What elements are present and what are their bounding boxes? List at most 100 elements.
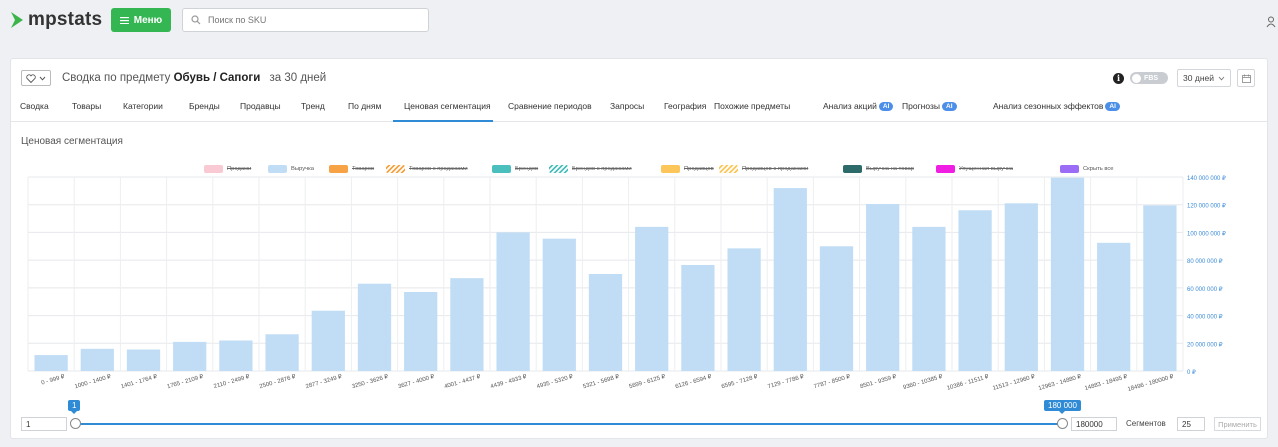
y-tick-label: 0 ₽ [1187,369,1196,376]
legend-item[interactable]: Скрыть все [1060,164,1114,174]
tab-item[interactable]: Анализ акций AI [823,101,894,112]
legend-label: Брендов с продажами [572,166,632,172]
tab-item[interactable]: Категории [123,101,163,111]
ai-badge: AI [942,102,957,112]
x-tick-label: 1765 - 2109 ₽ [166,373,204,390]
apply-button[interactable]: Применить [1214,417,1261,431]
active-tab-indicator [393,120,493,122]
tab-item[interactable]: География [664,101,706,111]
fbs-toggle[interactable]: FBS [1130,72,1169,84]
tab-bar: Сводка Товары Категории Бренды Продавцы Тренд… [11,96,1267,122]
tab-item[interactable]: Анализ сезонных эффектов AI [993,101,1120,112]
min-price-input[interactable]: 1 [21,417,67,431]
legend-item[interactable]: Продавцов [661,164,714,174]
bar [635,226,669,371]
legend-swatch [204,165,223,173]
range-slider: 1 1 180 000 180000 Сегментов 25 Применит… [11,400,1267,435]
tab-label: Запросы [610,101,645,111]
tab-label: Категории [123,101,163,111]
y-tick-label: 140 000 000 ₽ [1187,175,1226,182]
legend-item[interactable]: Брендов с продажами [549,164,632,174]
tab-item[interactable]: Продавцы [240,101,281,111]
tab-label: Похожие предметы [714,101,791,111]
title-prefix: Сводка по предмету [62,72,171,84]
user-icon[interactable] [1266,16,1276,28]
slider-max-handle[interactable] [1057,418,1068,429]
x-tick-label: 2110 - 2499 ₽ [213,373,251,390]
favorite-button[interactable] [21,70,51,86]
bar [773,188,807,371]
bar [1143,205,1177,371]
y-tick-label: 80 000 000 ₽ [1187,258,1223,265]
tab-item[interactable]: Запросы [610,101,644,111]
legend-item[interactable]: Продавцов с продажами [719,164,808,174]
tab-item[interactable]: Бренды [189,101,220,111]
slider-max-tooltip: 180 000 [1044,400,1081,414]
menu-button[interactable]: Меню [111,8,171,32]
x-tick-label: 1401 - 1764 ₽ [120,373,158,390]
segments-input[interactable]: 25 [1177,417,1205,431]
legend-swatch [329,165,348,173]
y-tick-label: 20 000 000 ₽ [1187,341,1223,348]
bar [727,248,761,371]
max-price-input[interactable]: 180000 [1071,417,1117,431]
legend-swatch [719,165,738,173]
x-tick-label: 4001 - 4437 ₽ [443,373,481,390]
tab-item[interactable]: Прогнозы AI [902,101,957,112]
logo[interactable]: mpstats [10,9,102,31]
search-box[interactable] [182,8,429,32]
tab-item[interactable]: Сравнение периодов [508,101,592,111]
tab-label: Прогнозы [902,101,940,111]
top-bar: mpstats Меню [0,0,1278,42]
slider-track[interactable] [75,423,1061,425]
y-tick-label: 100 000 000 ₽ [1187,230,1226,237]
calendar-button[interactable] [1237,69,1255,87]
title-period: за 30 дней [269,72,327,84]
x-tick-label: 3250 - 3626 ₽ [351,373,389,390]
legend-item[interactable]: Товаров [329,164,374,174]
tab-item[interactable]: Похожие предметы [714,101,790,111]
x-tick-label: 14883 - 18495 ₽ [1084,373,1129,392]
legend-swatch [661,165,680,173]
bar [173,341,207,371]
tab-item[interactable]: Сводка [20,101,49,111]
ai-badge: AI [878,102,894,112]
slider-min-handle[interactable] [70,418,81,429]
x-tick-label: 1000 - 1400 ₽ [74,373,112,390]
segments-label: Сегментов [1126,419,1166,428]
legend-item[interactable]: Выручка на товар [843,164,914,174]
tab-item[interactable]: Ценовая сегментация [404,101,491,111]
bar [1097,242,1131,371]
x-tick-label: 12963 - 14880 ₽ [1038,373,1083,392]
x-tick-label: 2500 - 2876 ₽ [259,373,297,390]
tab-item[interactable]: Товары [72,101,101,111]
legend-swatch [1060,165,1079,173]
x-tick-label: 7129 - 7786 ₽ [767,373,805,390]
info-icon[interactable]: i [1113,72,1125,84]
bar [80,348,114,371]
legend-item[interactable]: Продажи [204,164,251,174]
bar [265,334,299,371]
tab-item[interactable]: По дням [348,101,381,111]
bar [912,226,946,371]
legend-swatch [936,165,955,173]
title-subject[interactable]: Обувь / Сапоги [173,72,261,84]
bar [958,210,992,371]
legend-item[interactable]: Брендов [492,164,538,174]
x-tick-label: 11513 - 12960 ₽ [992,373,1036,392]
legend-label: Упущенная выручка [959,166,1013,172]
search-input[interactable] [208,15,418,25]
tab-label: Ценовая сегментация [404,101,491,111]
legend-swatch [843,165,862,173]
tab-label: География [664,101,707,111]
tab-item[interactable]: Тренд [301,101,325,111]
legend-label: Скрыть все [1083,166,1114,172]
period-select[interactable]: 30 дней [1177,69,1231,87]
summary-card: Сводка по предмету Обувь / Сапоги за 30 … [10,58,1268,439]
x-tick-label: 6126 - 6594 ₽ [674,373,712,390]
legend-item[interactable]: Товаров с продажами [386,164,468,174]
hamburger-icon [119,16,129,24]
legend-item[interactable]: Упущенная выручка [936,164,1013,174]
legend-item[interactable]: Выручка [268,164,314,174]
bar [681,264,715,371]
